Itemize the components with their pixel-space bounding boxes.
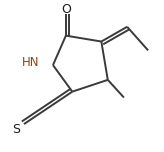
Text: HN: HN	[22, 56, 39, 69]
Text: S: S	[12, 123, 20, 136]
Text: O: O	[61, 3, 71, 16]
